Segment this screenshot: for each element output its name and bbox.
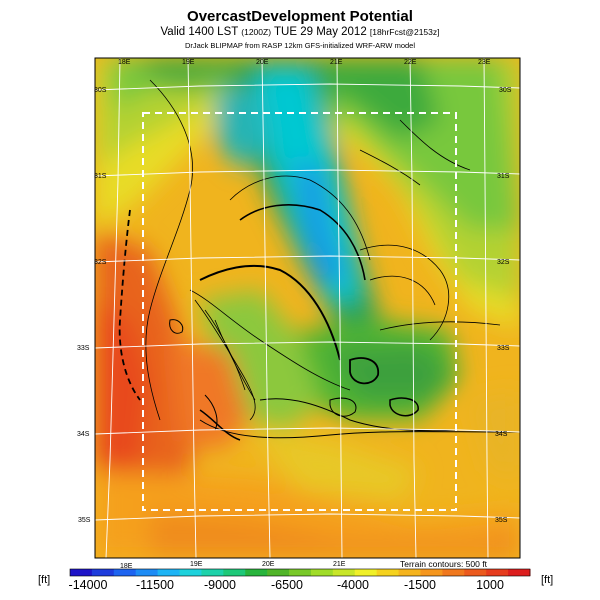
lon-label: 23E [478,59,491,66]
colorbar-swatch [91,569,115,576]
lon-label: 22E [404,59,417,66]
forecast-hour: [18hrFcst@2153z] [369,27,440,37]
colorbar-swatch [486,569,509,576]
model-credit: DrJack BLIPMAP from RASP 12km GFS-initia… [184,41,416,50]
colorbar-swatch [310,569,334,576]
colorbar-swatch [442,569,465,576]
lat-label: 34S [495,431,508,438]
top-lon-labels: 18E 19E 20E 21E 22E 23E [118,59,491,66]
lat-label: 35S [78,517,91,524]
lon-label: 19E [182,59,195,66]
lat-label: 31S [94,173,107,180]
colorbar-swatch [354,569,378,576]
colorbar-swatch [289,569,312,576]
lat-label: 33S [77,345,90,352]
colorbar-swatch [201,569,224,576]
colorbar-label: -14000 [68,578,108,592]
colorbar-unit-right: [ft] [541,574,554,586]
lat-label: 35S [495,517,508,524]
colorbar-label: -11500 [136,578,174,592]
domain-boundary [142,112,457,511]
colorbar-label: -4000 [337,578,369,592]
valid-time-line: Valid 1400 LST (1200Z) TUE 29 May 2012 [… [0,26,600,38]
map-frame [94,57,521,559]
colorbar-swatch [267,569,290,576]
colorbar-swatch [157,569,181,576]
right-lat-labels: 30S 31S 32S 33S 34S 35S [495,87,512,524]
colorbar-swatch [113,569,137,576]
lon-label: 18E [120,563,133,570]
lat-label: 34S [77,431,90,438]
valid-date: TUE 29 May 2012 [274,26,367,38]
lon-label: 21E [333,561,346,568]
lat-label: 33S [497,345,510,352]
colorbar-swatch [398,569,421,576]
lat-label: 32S [497,259,510,266]
lat-label: 31S [497,173,510,180]
colorbar-label: 1000 [476,578,504,592]
lon-label: 18E [118,59,131,66]
colorbar-frame [69,568,531,577]
colorbar-label: -6500 [271,578,303,592]
colorbar-swatch [135,569,159,576]
lon-label: 19E [190,561,203,568]
valid-utc: (1200Z) [241,27,272,37]
left-lat-labels: 30S 31S 32S 33S 34S 35S [77,87,107,524]
lat-label: 30S [94,87,107,94]
terrain-contour-note: Terrain contours: 500 ft [400,559,487,569]
valid-prefix: Valid 1400 LST [160,26,239,38]
chart-title: OvercastDevelopment Potential [187,8,413,25]
colorbar-label: -9000 [204,578,236,592]
colorbar-swatch [464,569,487,576]
colorbar-swatch [376,569,400,576]
colorbar-label: -1500 [404,578,436,592]
colorbar-unit-left: [ft] [38,574,51,586]
colorbar-swatch [245,569,268,576]
lon-label: 20E [256,59,269,66]
colorbar-swatch [420,569,443,576]
colorbar-swatch [223,569,246,576]
colorbar [69,568,531,577]
bottom-lon-labels: 18E 19E 20E 21E [120,561,346,570]
colorbar-swatch [179,569,202,576]
lon-label: 21E [330,59,343,66]
lat-label: 30S [499,87,512,94]
colorbar-swatch [508,569,531,576]
terrain-contours [118,79,520,441]
lat-lon-grid [95,58,520,558]
colorbar-swatch [70,569,93,576]
lat-label: 32S [94,259,107,266]
lon-label: 20E [262,561,275,568]
colorbar-swatch [332,569,356,576]
